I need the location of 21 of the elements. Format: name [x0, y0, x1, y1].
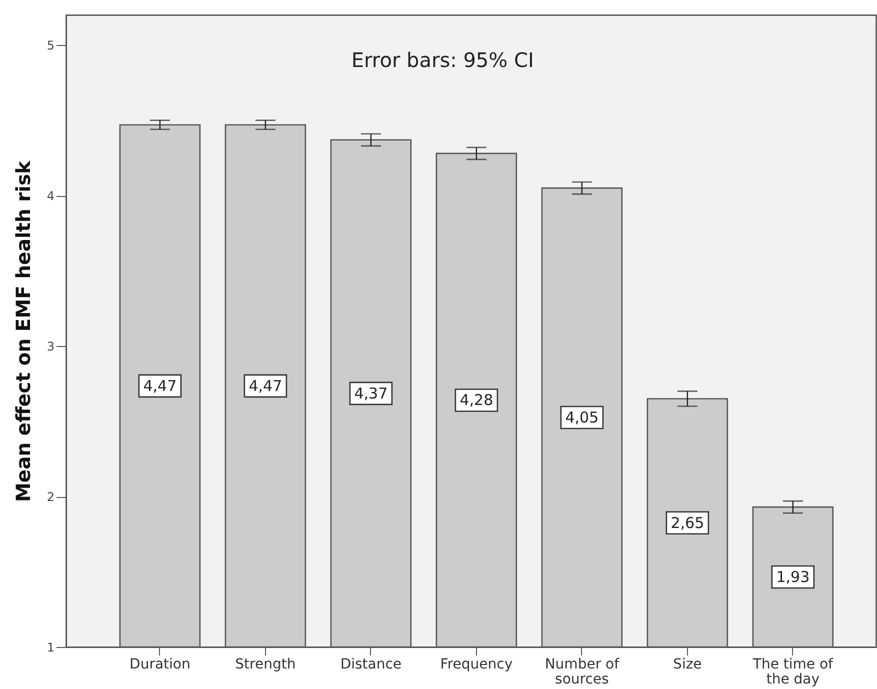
y-axis-title: Mean effect on EMF health risk [12, 160, 35, 502]
data-label: 4,05 [565, 408, 599, 427]
x-tick-label: Frequency [440, 656, 513, 672]
data-label: 4,28 [460, 391, 494, 410]
x-tick-label: Distance [340, 656, 402, 672]
data-label: 4,37 [354, 384, 388, 402]
x-tick-label: Size [673, 656, 702, 672]
data-label: 4,47 [143, 376, 177, 395]
y-tick-label: 4 [46, 189, 54, 204]
data-label: 1,93 [776, 568, 810, 586]
y-tick-label: 3 [46, 340, 54, 354]
x-tick-label: The time of the day [752, 656, 834, 688]
y-tick-label: 1 [46, 640, 54, 654]
x-tick-label: Number of sources [544, 656, 620, 688]
x-tick-label: Strength [235, 656, 296, 672]
data-label: 2,65 [670, 514, 704, 532]
data-label: 4,47 [248, 376, 282, 395]
annotation: Error bars: 95% CI [351, 48, 534, 72]
x-tick-label: Duration [130, 656, 190, 672]
y-tick-label: 2 [46, 490, 54, 504]
y-tick-label: 5 [46, 38, 54, 53]
